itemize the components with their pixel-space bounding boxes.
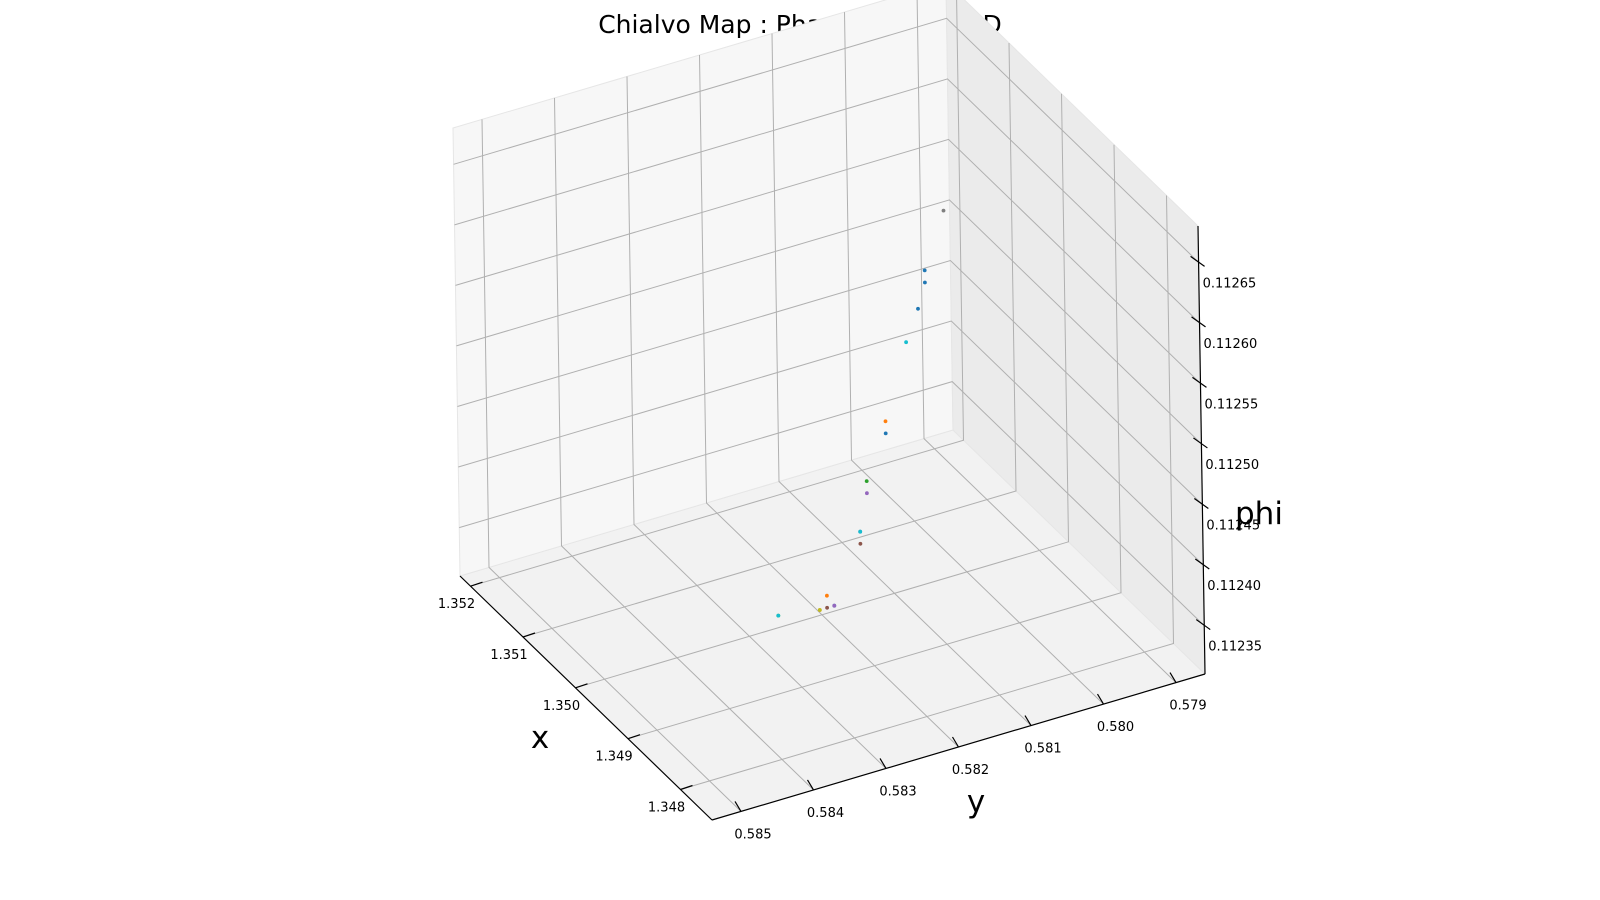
z-tick-mark	[1194, 497, 1209, 509]
z-grid-line	[456, 199, 1202, 445]
y-tick-mark	[1096, 693, 1105, 705]
z-tick-label: 0.11255	[1204, 397, 1258, 412]
y-grid-line	[916, 0, 1177, 683]
z-grid-line	[458, 320, 1204, 566]
pane-group	[452, 0, 1206, 821]
y-tick-label: 0.585	[734, 827, 771, 842]
x-tick-mark	[680, 784, 693, 791]
x-grid-line	[522, 42, 1017, 638]
data-point	[825, 605, 829, 610]
data-point	[817, 608, 822, 612]
y-grid-line	[554, 97, 814, 791]
data-point	[832, 603, 837, 608]
y-tick-label: 0.579	[1169, 699, 1206, 714]
y-tick-label: 0.580	[1097, 720, 1134, 735]
z-tick-mark	[1192, 376, 1207, 388]
z-tick-mark	[1194, 558, 1210, 570]
y-grid-line	[844, 12, 1104, 705]
y-tick-mark	[951, 736, 960, 748]
x-grid-line	[470, 0, 965, 587]
z-tick-label: 0.11265	[1203, 276, 1257, 291]
z-grid-line	[459, 381, 1205, 626]
data-point	[904, 340, 908, 345]
z-tick-mark	[1195, 619, 1211, 631]
data-point	[858, 529, 863, 534]
data-point	[922, 268, 927, 273]
z-grid-line	[457, 259, 1203, 505]
y-tick-label: 0.582	[952, 763, 989, 778]
y-grid-line	[699, 54, 959, 748]
data-point	[776, 613, 781, 618]
y-tick-label: 0.584	[807, 806, 844, 821]
data-point	[858, 541, 863, 546]
data-point	[941, 208, 946, 213]
z-grid-line	[454, 78, 1200, 324]
z-tick-label: 0.11235	[1208, 640, 1262, 655]
y-tick-label: 0.581	[1024, 742, 1061, 757]
y-tick-mark	[1169, 672, 1177, 683]
z-tick-label: 0.11260	[1204, 337, 1258, 352]
grid-group	[453, 0, 1205, 812]
x-tick-mark	[627, 734, 641, 740]
x-tick-label: 1.352	[438, 597, 475, 612]
y-grid-line	[771, 33, 1032, 726]
x-axis-line	[459, 575, 713, 821]
z-grid-line	[453, 17, 1199, 263]
x-axis-label: x	[531, 720, 549, 756]
z-grid-line	[455, 138, 1201, 384]
x-grid-line	[680, 195, 1175, 790]
z-tick-mark	[1191, 316, 1206, 328]
points-group	[776, 208, 946, 618]
data-point	[883, 419, 888, 424]
z-tick-mark	[1190, 255, 1205, 267]
x-tick-label: 1.351	[490, 648, 527, 663]
data-point	[825, 593, 829, 598]
y-tick-mark	[806, 779, 815, 791]
data-point	[864, 479, 869, 483]
y-grid-line	[481, 119, 742, 812]
z-axis-label: phi	[1235, 496, 1283, 532]
data-point	[883, 431, 888, 436]
z-tick-label: 0.11245	[1206, 518, 1260, 533]
x-tick-mark	[522, 632, 536, 638]
x-tick-label: 1.350	[543, 699, 580, 714]
data-point	[916, 306, 920, 311]
x-grid-line	[575, 93, 1070, 689]
y-tick-label: 0.583	[879, 784, 916, 799]
z-tick-label: 0.11250	[1205, 458, 1259, 473]
data-point	[865, 491, 869, 496]
x-tick-mark	[470, 581, 483, 587]
y-grid-line	[626, 76, 887, 769]
y-tick-mark	[879, 758, 887, 769]
tick-group: 1.352 1.351 1.350 1.349 1.348 0.585 0.584 0.583…	[438, 255, 1262, 842]
y-axis-label: y	[967, 784, 985, 820]
z-axis-line	[1197, 225, 1206, 675]
x-tick-label: 1.348	[648, 801, 685, 816]
y-tick-mark	[734, 801, 742, 812]
data-point	[923, 280, 927, 285]
x-grid-line	[627, 144, 1122, 740]
x-tick-mark	[575, 683, 588, 689]
z-tick-label: 0.11240	[1207, 579, 1261, 594]
y-tick-mark	[1024, 715, 1032, 726]
z-tick-mark	[1193, 437, 1208, 449]
x-tick-label: 1.349	[595, 750, 632, 765]
